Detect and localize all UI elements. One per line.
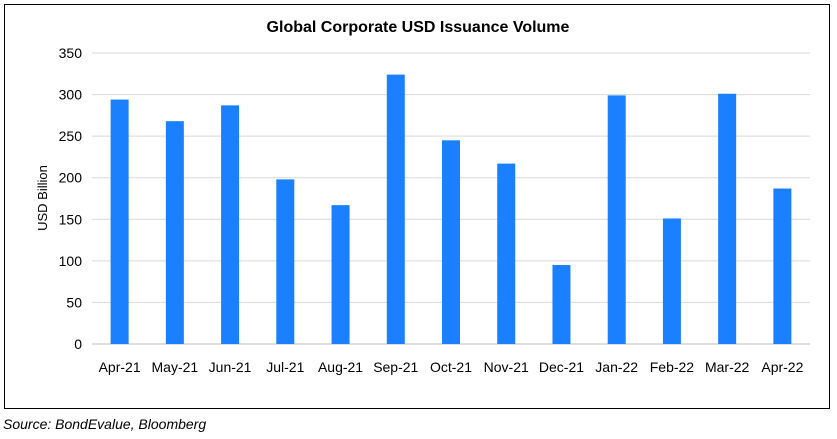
y-tick-label: 100 bbox=[59, 253, 83, 269]
bar-oct-21 bbox=[442, 140, 460, 344]
x-tick-label: Oct-21 bbox=[430, 359, 472, 375]
x-tick-label: Mar-22 bbox=[705, 359, 750, 375]
x-tick-label: Dec-21 bbox=[539, 359, 584, 375]
bar-chart: Global Corporate USD Issuance Volume USD… bbox=[35, 19, 810, 375]
y-axis-ticks: 0 50 100 150 200 250 300 350 bbox=[59, 45, 83, 352]
chart-frame bbox=[4, 4, 830, 409]
x-tick-label: Jun-21 bbox=[209, 359, 252, 375]
bar-jan-22 bbox=[607, 95, 626, 344]
y-tick-label: 150 bbox=[59, 211, 83, 227]
x-tick-label: Nov-21 bbox=[484, 359, 529, 375]
chart-title: Global Corporate USD Issuance Volume bbox=[267, 19, 570, 36]
y-tick-label: 350 bbox=[59, 45, 83, 61]
bar-feb-22 bbox=[662, 218, 681, 344]
x-tick-label: Jul-21 bbox=[266, 359, 304, 375]
bar-jun-21 bbox=[221, 105, 240, 344]
x-axis-ticks: Apr-21 May-21 Jun-21 Jul-21 Aug-21 Sep-21 Oct-… bbox=[99, 359, 804, 375]
bar-mar-22 bbox=[718, 93, 737, 345]
bar-jul-21 bbox=[276, 179, 295, 344]
y-tick-label: 200 bbox=[59, 170, 83, 186]
bars bbox=[110, 74, 792, 345]
y-tick-label: 0 bbox=[74, 336, 82, 352]
x-tick-label: May-21 bbox=[152, 359, 199, 375]
x-tick-label: Feb-22 bbox=[650, 359, 695, 375]
source-note: Source: BondEvalue, Bloomberg bbox=[3, 416, 207, 432]
x-tick-label: Apr-22 bbox=[761, 359, 803, 375]
y-axis-title: USD Billion bbox=[35, 165, 50, 231]
y-tick-label: 300 bbox=[59, 87, 83, 103]
x-tick-label: Apr-21 bbox=[99, 359, 141, 375]
bar-nov-21 bbox=[497, 163, 516, 344]
x-tick-label: Aug-21 bbox=[318, 359, 363, 375]
y-tick-label: 50 bbox=[66, 294, 82, 310]
bar-dec-21 bbox=[552, 265, 571, 344]
bar-apr-21 bbox=[110, 99, 129, 344]
x-tick-label: Jan-22 bbox=[595, 359, 638, 375]
bar-aug-21 bbox=[331, 205, 350, 344]
bar-apr-22 bbox=[773, 188, 792, 344]
bar-may-21 bbox=[165, 121, 184, 344]
bar-sep-21 bbox=[386, 74, 405, 345]
x-tick-label: Sep-21 bbox=[373, 359, 418, 375]
y-tick-label: 250 bbox=[59, 128, 83, 144]
